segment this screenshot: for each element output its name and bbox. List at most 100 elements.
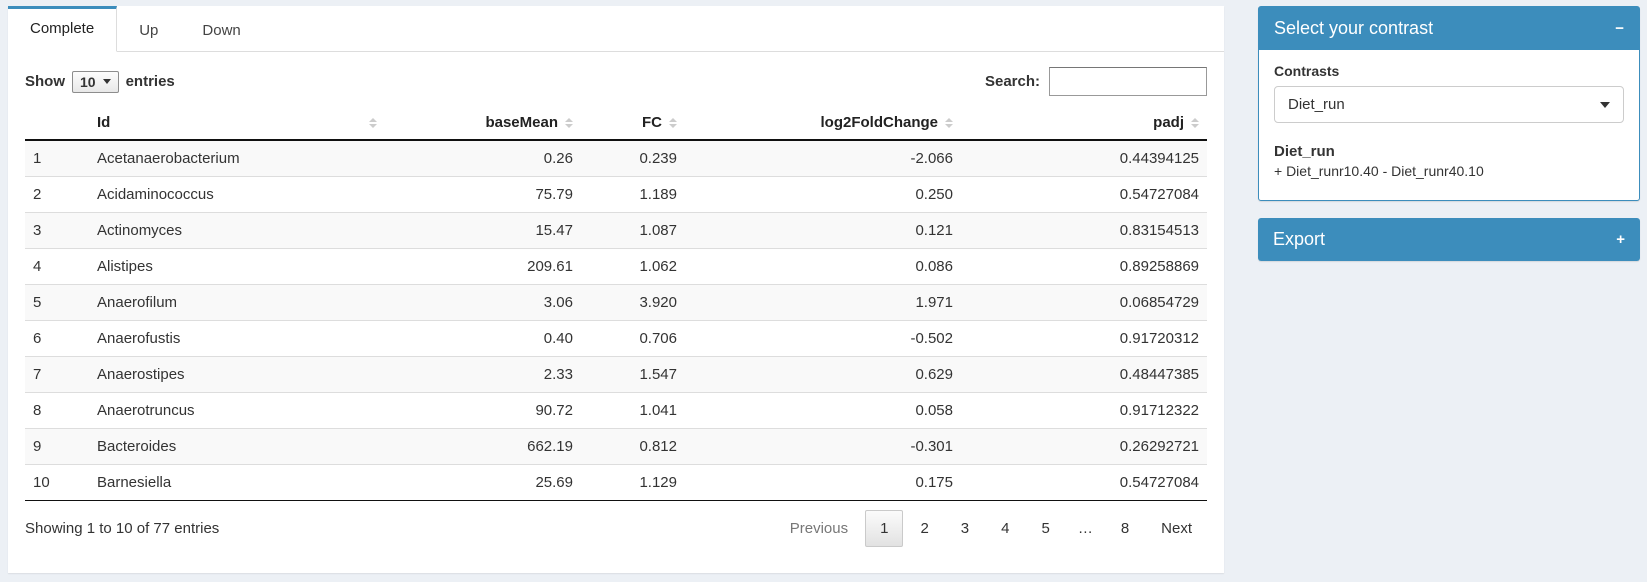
chevron-down-icon — [1600, 101, 1610, 108]
contrasts-label: Contrasts — [1274, 63, 1340, 79]
contrast-box-header[interactable]: Select your contrast − — [1259, 7, 1639, 50]
page-length-select[interactable]: 10 — [72, 70, 119, 93]
column-header-label: baseMean — [485, 114, 558, 131]
tab-complete[interactable]: Complete — [8, 6, 118, 52]
cell-row-index: 5 — [25, 284, 89, 321]
cell-basemean: 90.72 — [385, 392, 581, 429]
cell-id: Alistipes — [89, 248, 385, 285]
pagination-page-3[interactable]: 3 — [960, 520, 970, 537]
cell-log2foldchange: 0.086 — [685, 248, 961, 285]
table-row: 2 Acidaminococcus 75.79 1.189 0.250 0.54… — [25, 176, 1207, 213]
cell-log2foldchange: 0.629 — [685, 356, 961, 393]
cell-padj: 0.91720312 — [961, 320, 1207, 357]
export-box-title: Export — [1273, 229, 1326, 249]
search-input[interactable] — [1049, 67, 1207, 96]
cell-basemean: 0.40 — [385, 320, 581, 357]
column-header-index — [25, 106, 89, 141]
pagination-page-8[interactable]: 8 — [1120, 520, 1130, 537]
results-table-wrap: Id baseMean FC log2FoldChange padj — [25, 106, 1207, 501]
contrast-select-value: Diet_run — [1288, 96, 1345, 113]
table-info: Showing 1 to 10 of 77 entries — [25, 520, 220, 537]
pagination-page-1[interactable]: 1 — [865, 510, 904, 547]
sidebar-panels: Select your contrast − Contrasts Diet_ru… — [1258, 6, 1640, 278]
sort-icon — [669, 118, 677, 129]
column-header-label: Id — [97, 114, 111, 131]
collapse-icon[interactable]: − — [1615, 20, 1624, 37]
sort-icon — [369, 117, 377, 128]
expand-icon[interactable]: + — [1616, 231, 1625, 248]
cell-fc: 1.041 — [581, 392, 685, 429]
sort-icon — [565, 118, 573, 129]
column-header-padj[interactable]: padj — [961, 106, 1207, 141]
cell-padj: 0.89258869 — [961, 248, 1207, 285]
cell-log2foldchange: 0.058 — [685, 392, 961, 429]
cell-fc: 1.087 — [581, 212, 685, 249]
cell-padj: 0.54727084 — [961, 464, 1207, 501]
results-table: Id baseMean FC log2FoldChange padj — [25, 106, 1207, 501]
cell-log2foldchange: -0.502 — [685, 320, 961, 357]
contrast-box: Select your contrast − Contrasts Diet_ru… — [1258, 6, 1640, 201]
table-row: 10 Barnesiella 25.69 1.129 0.175 0.54727… — [25, 464, 1207, 501]
table-row: 3 Actinomyces 15.47 1.087 0.121 0.831545… — [25, 212, 1207, 249]
pagination-page-2[interactable]: 2 — [920, 520, 929, 537]
sort-icon — [945, 118, 953, 129]
cell-padj: 0.06854729 — [961, 284, 1207, 321]
pagination-page-5[interactable]: 5 — [1041, 520, 1050, 537]
table-row: 8 Anaerotruncus 90.72 1.041 0.058 0.9171… — [25, 392, 1207, 429]
cell-row-index: 7 — [25, 356, 89, 393]
cell-id: Acidaminococcus — [89, 176, 385, 213]
cell-id: Anaerostipes — [89, 356, 385, 393]
table-row: 9 Bacteroides 662.19 0.812 -0.301 0.2629… — [25, 428, 1207, 465]
entries-label: entries — [125, 73, 175, 90]
tab-down[interactable]: Down — [202, 22, 241, 39]
table-body: 1 Acetanaerobacterium 0.26 0.239 -2.066 … — [25, 139, 1207, 501]
cell-fc: 1.062 — [581, 248, 685, 285]
cell-log2foldchange: 0.121 — [685, 212, 961, 249]
cell-row-index: 8 — [25, 392, 89, 429]
contrast-formula: + Diet_runr10.40 - Diet_runr40.10 — [1274, 163, 1484, 179]
cell-row-index: 3 — [25, 212, 89, 249]
cell-row-index: 10 — [25, 464, 89, 501]
cell-basemean: 209.61 — [385, 248, 581, 285]
contrast-box-title: Select your contrast — [1274, 18, 1434, 38]
table-footer: Showing 1 to 10 of 77 entries Previous 1… — [25, 510, 1207, 547]
pagination: Previous 1 2 3 4 5 … 8 Next — [773, 510, 1207, 547]
sort-icon — [1191, 118, 1199, 129]
cell-log2foldchange: 0.250 — [685, 176, 961, 213]
pagination-previous[interactable]: Previous — [789, 520, 849, 537]
column-header-label: FC — [642, 114, 662, 131]
cell-basemean: 75.79 — [385, 176, 581, 213]
contrast-select[interactable]: Diet_run — [1274, 86, 1624, 123]
results-panel: Complete Up Down Show 10 entries Search: — [8, 6, 1224, 573]
table-row: 6 Anaerofustis 0.40 0.706 -0.502 0.91720… — [25, 320, 1207, 357]
cell-padj: 0.91712322 — [961, 392, 1207, 429]
table-row: 7 Anaerostipes 2.33 1.547 0.629 0.484473… — [25, 356, 1207, 393]
page-length-value: 10 — [80, 73, 96, 90]
column-header-log2foldchange[interactable]: log2FoldChange — [685, 106, 961, 141]
cell-id: Bacteroides — [89, 428, 385, 465]
column-header-basemean[interactable]: baseMean — [385, 106, 581, 141]
cell-row-index: 6 — [25, 320, 89, 357]
cell-basemean: 25.69 — [385, 464, 581, 501]
cell-fc: 3.920 — [581, 284, 685, 321]
search-label: Search: — [984, 73, 1040, 90]
export-box: Export + — [1258, 218, 1640, 261]
column-header-label: log2FoldChange — [820, 114, 939, 131]
cell-row-index: 9 — [25, 428, 89, 465]
contrast-name: Diet_run — [1274, 143, 1335, 160]
cell-id: Actinomyces — [89, 212, 385, 249]
column-header-id[interactable]: Id — [89, 106, 385, 141]
cell-fc: 1.547 — [581, 356, 685, 393]
pagination-next[interactable]: Next — [1161, 520, 1192, 537]
page-length-control: Show 10 entries — [25, 70, 175, 93]
cell-basemean: 3.06 — [385, 284, 581, 321]
table-row: 1 Acetanaerobacterium 0.26 0.239 -2.066 … — [25, 139, 1207, 177]
column-header-fc[interactable]: FC — [581, 106, 685, 141]
cell-padj: 0.54727084 — [961, 176, 1207, 213]
export-box-header[interactable]: Export + — [1258, 218, 1640, 261]
tab-up[interactable]: Up — [139, 22, 159, 39]
cell-fc: 0.239 — [581, 139, 685, 177]
search-control: Search: — [985, 67, 1207, 96]
cell-id: Barnesiella — [89, 464, 385, 501]
pagination-page-4[interactable]: 4 — [1001, 520, 1010, 537]
